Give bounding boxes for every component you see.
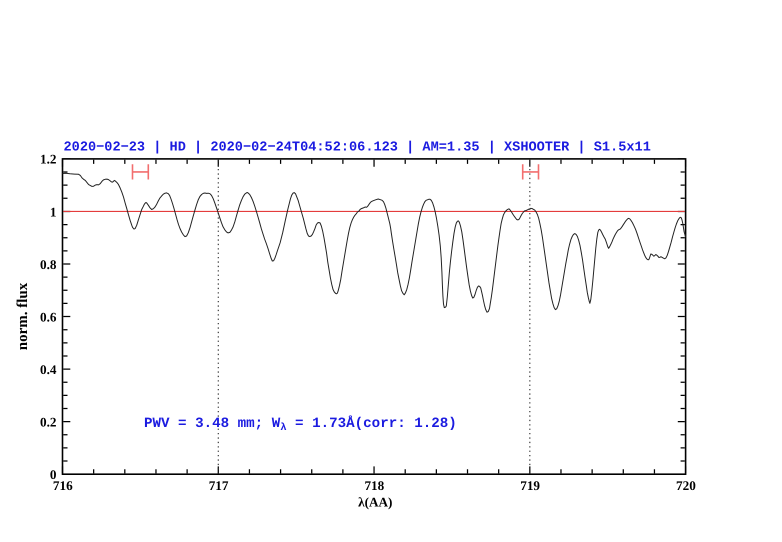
svg-text:λ(AA): λ(AA) xyxy=(358,495,392,510)
svg-text:0.4: 0.4 xyxy=(40,362,57,377)
svg-text:719: 719 xyxy=(520,478,540,493)
svg-text:1: 1 xyxy=(50,204,57,219)
svg-text:PWV = 3.48 mm; Wλ = 1.73Å(corr: PWV = 3.48 mm; Wλ = 1.73Å(corr: 1.28) xyxy=(144,415,457,434)
svg-text:norm. flux: norm. flux xyxy=(15,282,31,350)
svg-text:718: 718 xyxy=(364,478,384,493)
svg-text:0.8: 0.8 xyxy=(40,257,57,272)
svg-text:717: 717 xyxy=(209,478,229,493)
svg-text:1.2: 1.2 xyxy=(40,152,57,167)
svg-text:716: 716 xyxy=(53,478,73,493)
svg-text:0.2: 0.2 xyxy=(40,414,57,429)
svg-text:0: 0 xyxy=(50,467,57,482)
svg-text:0.6: 0.6 xyxy=(40,309,57,324)
svg-text:2020−02−23 | HD | 2020−02−24T0: 2020−02−23 | HD | 2020−02−24T04:52:06.12… xyxy=(64,141,651,156)
svg-text:720: 720 xyxy=(676,478,696,493)
